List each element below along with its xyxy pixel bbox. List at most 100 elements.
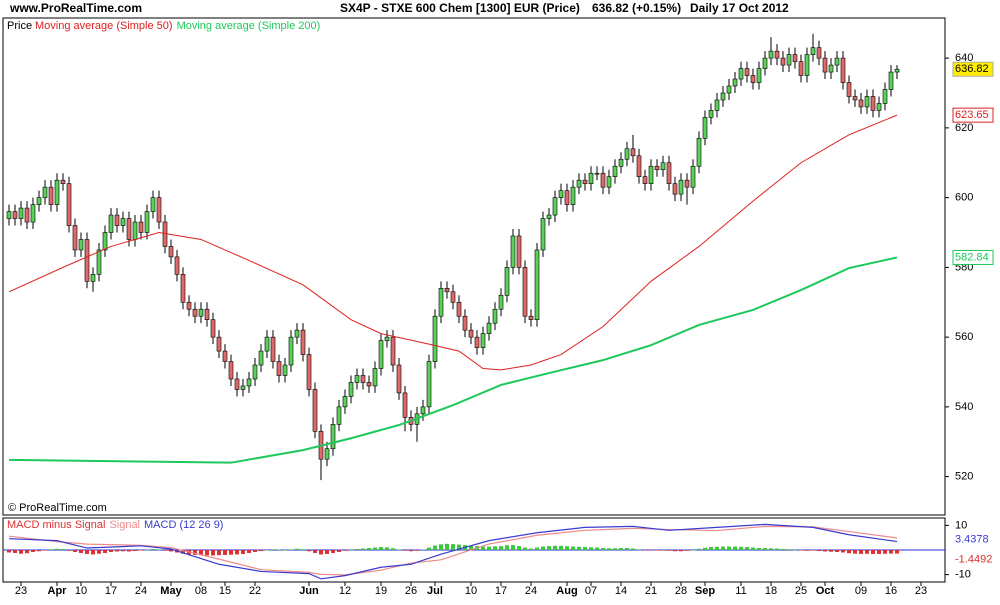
- candle-body: [348, 382, 354, 397]
- candle-body: [756, 68, 762, 83]
- candle-body: [18, 207, 24, 219]
- candle-body: [492, 308, 498, 324]
- candle-body: [858, 99, 864, 108]
- candle-body: [522, 267, 528, 317]
- histogram-bar: [727, 546, 731, 550]
- y-tick-label: 10: [955, 519, 967, 531]
- histogram-value-label: -1.4492: [955, 553, 992, 565]
- candle-body: [468, 329, 474, 338]
- candle-body: [102, 232, 108, 251]
- candle-body: [816, 47, 822, 59]
- candle-body: [288, 336, 294, 366]
- candle-body: [60, 179, 66, 184]
- candle-body: [786, 54, 792, 66]
- candle-body: [294, 329, 300, 338]
- candle-body: [6, 211, 12, 219]
- x-tick-label: May: [160, 585, 182, 597]
- candle-body: [504, 267, 510, 296]
- candle-body: [462, 315, 468, 331]
- histogram-bar: [559, 545, 563, 550]
- histogram-bar: [613, 548, 617, 550]
- candle-body: [270, 336, 276, 362]
- histogram-bar: [439, 544, 443, 550]
- histogram-bar: [697, 548, 701, 550]
- macd-line: [8, 525, 898, 576]
- histogram-bar: [205, 550, 209, 556]
- candle-body: [156, 197, 162, 223]
- instrument: SX4P - STXE 600 Chem [1300] EUR (Price): [340, 1, 580, 15]
- histogram-bar: [481, 546, 485, 550]
- candle-body: [606, 176, 612, 188]
- histogram-bar: [25, 550, 29, 554]
- candle-body: [48, 186, 54, 205]
- histogram-bar: [823, 550, 827, 552]
- histogram-bar: [643, 550, 647, 551]
- candle-body: [216, 336, 222, 352]
- histogram-bar: [757, 548, 761, 550]
- histogram-bar: [529, 548, 533, 550]
- histogram-bar: [685, 550, 689, 551]
- histogram-bar: [649, 550, 653, 551]
- histogram-bar: [385, 547, 389, 550]
- candle-body: [378, 340, 384, 369]
- candle-body: [108, 214, 114, 233]
- histogram-bar: [169, 550, 173, 552]
- histogram-bar: [877, 550, 881, 554]
- histogram-bar: [391, 548, 395, 550]
- candle-body: [810, 47, 816, 55]
- candle-body: [702, 117, 708, 139]
- legend-entry: Moving average (Simple 50): [35, 20, 173, 32]
- candle-body: [594, 172, 600, 175]
- candle-body: [552, 197, 558, 216]
- candle-body: [24, 207, 30, 223]
- candle-body: [588, 172, 594, 184]
- ma-value-label: 582.84: [955, 251, 989, 263]
- candle-body: [744, 68, 750, 76]
- histogram-bar: [577, 546, 581, 550]
- candle-body: [150, 197, 156, 212]
- histogram-bar: [631, 548, 635, 550]
- candle-body: [282, 364, 288, 376]
- histogram-bar: [889, 550, 893, 554]
- candle-body: [132, 221, 138, 240]
- histogram-bar: [451, 544, 455, 550]
- candle-body: [660, 162, 666, 171]
- histogram-bar: [19, 550, 23, 554]
- candle-body: [714, 99, 720, 111]
- y-tick-label: -10: [955, 569, 971, 581]
- histogram-bar: [457, 544, 461, 550]
- y-tick-label: 620: [955, 122, 973, 134]
- candle-body: [570, 186, 576, 205]
- candle-body: [540, 218, 546, 251]
- candle-body: [66, 183, 72, 226]
- candle-body: [420, 406, 426, 415]
- histogram-bar: [715, 546, 719, 550]
- histogram-bar: [817, 550, 821, 551]
- histogram-bar: [871, 550, 875, 554]
- candle-body: [390, 336, 396, 366]
- candle-body: [864, 96, 870, 108]
- candle-body: [114, 214, 120, 226]
- candle-body: [624, 148, 630, 160]
- candles: [6, 33, 900, 481]
- histogram-bar: [829, 550, 833, 552]
- histogram-bar: [799, 550, 803, 551]
- candle-body: [162, 221, 168, 247]
- candle-body: [180, 274, 186, 303]
- histogram-bar: [7, 550, 11, 553]
- candle-body: [798, 61, 804, 76]
- histogram-bar: [193, 550, 197, 555]
- candle-body: [90, 274, 96, 282]
- x-tick-label: 15: [219, 585, 231, 597]
- x-tick-label: 10: [465, 585, 477, 597]
- histogram-bar: [541, 546, 545, 550]
- histogram-bar: [445, 543, 449, 550]
- candle-body: [534, 249, 540, 320]
- candle-body: [330, 424, 336, 450]
- x-tick-label: 21: [645, 585, 657, 597]
- candle-body: [306, 354, 312, 390]
- price-panel: [2, 17, 946, 516]
- ma-value-label: 623.65: [955, 109, 989, 121]
- histogram-bar: [793, 549, 797, 551]
- candle-body: [528, 315, 534, 320]
